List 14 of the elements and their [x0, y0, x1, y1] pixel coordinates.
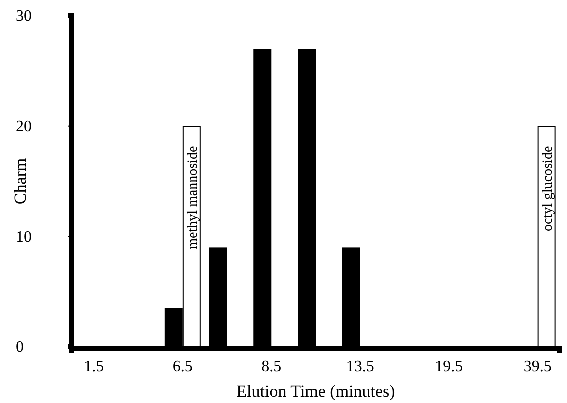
y-axis-title: Charm: [11, 158, 30, 205]
y-tick-label: 20: [16, 118, 32, 136]
x-axis-title: Elution Time (minutes): [236, 382, 396, 401]
x-tick-label: 6.5: [172, 358, 193, 376]
x-tick-label: 13.5: [346, 358, 374, 376]
x-tick-label: 39.5: [524, 358, 552, 376]
x-tick-label: 1.5: [84, 358, 104, 376]
y-tick-label: 10: [16, 228, 32, 246]
x-tick-label: 8.5: [262, 358, 282, 376]
annotation: methyl mannoside: [186, 146, 201, 250]
y-tick-label: 30: [16, 8, 32, 26]
y-tick-label: 0: [16, 339, 24, 356]
annotation: octyl glucoside: [540, 146, 556, 232]
x-tick-label: 19.5: [435, 358, 464, 376]
